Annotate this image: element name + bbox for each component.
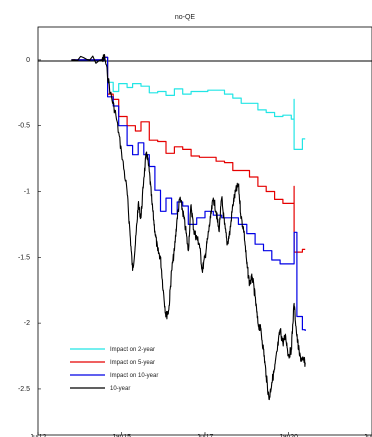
legend: Impact on 2-year Impact on 5-year Impact o… [70,347,158,392]
chart-title: no-QE [175,14,196,21]
plot-area-frame [37,26,372,436]
x-axis-ticks: Jul12 Jan15 Jul17 Jan20 Jul22 [30,432,372,437]
x-tick-label: Jul12 [30,434,47,437]
legend-label: Impact on 2-year [110,347,155,353]
y-tick-label: 0 [26,57,30,64]
y-tick-label: -1 [24,189,30,196]
x-tick-label: Jan20 [279,434,298,437]
legend-label: 10-year [110,386,130,392]
y-tick-label: -2.5 [18,386,30,393]
y-tick-label: -2 [24,320,30,327]
series-lines [71,53,306,401]
x-tick-label: Jul22 [364,434,372,437]
series-line-3 [71,53,306,401]
x-tick-label: Jul17 [197,434,214,437]
legend-label: Impact on 5-year [110,360,155,366]
y-axis-ticks: 0 -0.5 -1 -1.5 -2 -2.5 [18,57,41,393]
y-tick-label: -1.5 [18,254,30,261]
series-line-2 [71,56,306,331]
legend-label: Impact on 10-year [110,373,158,379]
x-tick-label: Jan15 [112,434,131,437]
series-line-0 [71,56,306,150]
y-tick-label: -0.5 [18,123,30,130]
